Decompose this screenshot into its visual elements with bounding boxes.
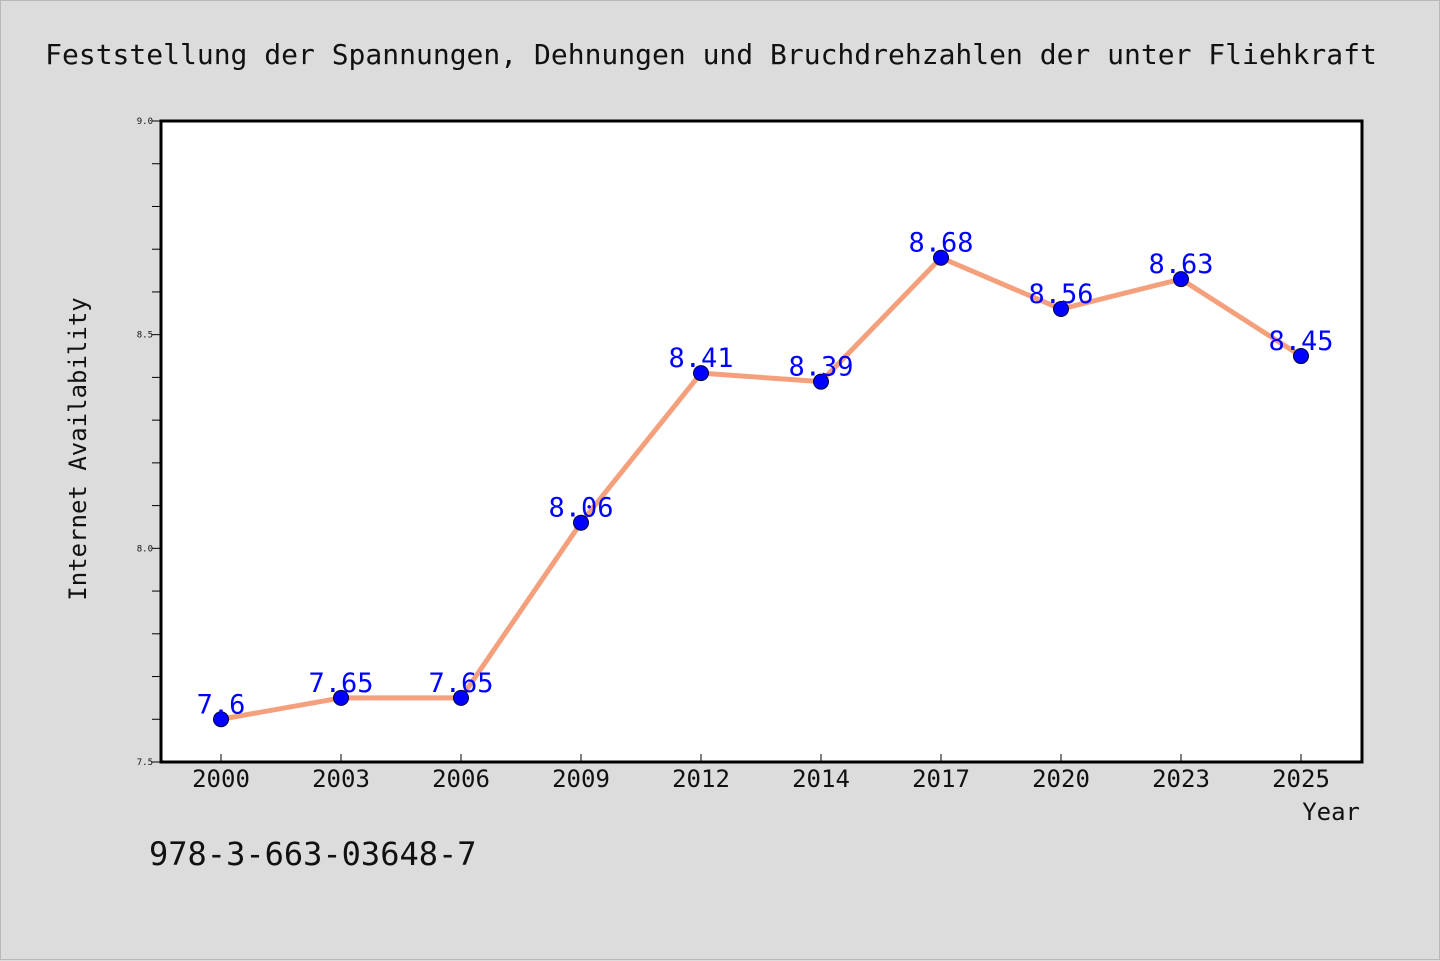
y-axis-label: Internet Availability bbox=[64, 297, 92, 600]
data-label: 8.41 bbox=[668, 343, 733, 374]
chart-title: Feststellung der Spannungen, Dehnungen u… bbox=[45, 38, 1377, 71]
y-tick-label: 7.5 bbox=[137, 758, 153, 768]
x-tick-label: 2003 bbox=[312, 765, 370, 793]
x-tick-label: 2012 bbox=[672, 765, 730, 793]
x-tick-label: 2023 bbox=[1152, 765, 1210, 793]
series-line bbox=[220, 255, 1303, 722]
isbn-text: 978-3-663-03648-7 bbox=[149, 835, 477, 873]
y-tick-label: 8.0 bbox=[137, 544, 153, 554]
y-tick-label: 8.5 bbox=[137, 331, 153, 341]
data-label: 8.39 bbox=[788, 352, 853, 383]
data-label: 8.06 bbox=[548, 493, 613, 524]
data-point bbox=[813, 373, 829, 390]
x-tick-label: 2000 bbox=[192, 765, 250, 793]
x-axis: 2000 2003 2006 2009 2012 2014 2017 2020 2023 2025 bbox=[192, 754, 1330, 793]
data-label: 8.56 bbox=[1028, 279, 1093, 310]
series-markers bbox=[213, 249, 1309, 728]
data-label: 7.6 bbox=[197, 689, 246, 720]
data-label: 8.45 bbox=[1268, 326, 1333, 357]
data-label: 7.65 bbox=[428, 668, 493, 699]
x-tick-label: 2025 bbox=[1272, 765, 1330, 793]
data-label: 8.63 bbox=[1148, 249, 1213, 280]
x-tick-label: 2006 bbox=[432, 765, 490, 793]
x-tick-label: 2017 bbox=[912, 765, 970, 793]
data-point bbox=[693, 365, 709, 382]
data-point bbox=[1293, 348, 1309, 365]
data-point bbox=[1173, 271, 1189, 288]
y-axis: 7.5 8.0 8.5 9.0 bbox=[137, 117, 161, 768]
data-point bbox=[333, 689, 349, 706]
data-label: 7.65 bbox=[308, 668, 373, 699]
data-point bbox=[933, 249, 949, 266]
x-tick-label: 2020 bbox=[1032, 765, 1090, 793]
y-tick-label: 9.0 bbox=[137, 117, 153, 127]
data-point bbox=[213, 711, 229, 728]
data-point bbox=[453, 689, 469, 706]
x-axis-label: Year bbox=[1302, 798, 1360, 826]
data-label: 8.68 bbox=[908, 228, 973, 259]
data-point bbox=[1053, 301, 1069, 318]
x-tick-label: 2009 bbox=[552, 765, 610, 793]
plot-area bbox=[159, 119, 1364, 764]
x-tick-label: 2014 bbox=[792, 765, 850, 793]
data-labels: 7.6 7.65 7.65 8.06 8.41 8.39 8.68 8.56 8.63 8.45 bbox=[197, 228, 1334, 721]
data-point bbox=[573, 514, 589, 531]
